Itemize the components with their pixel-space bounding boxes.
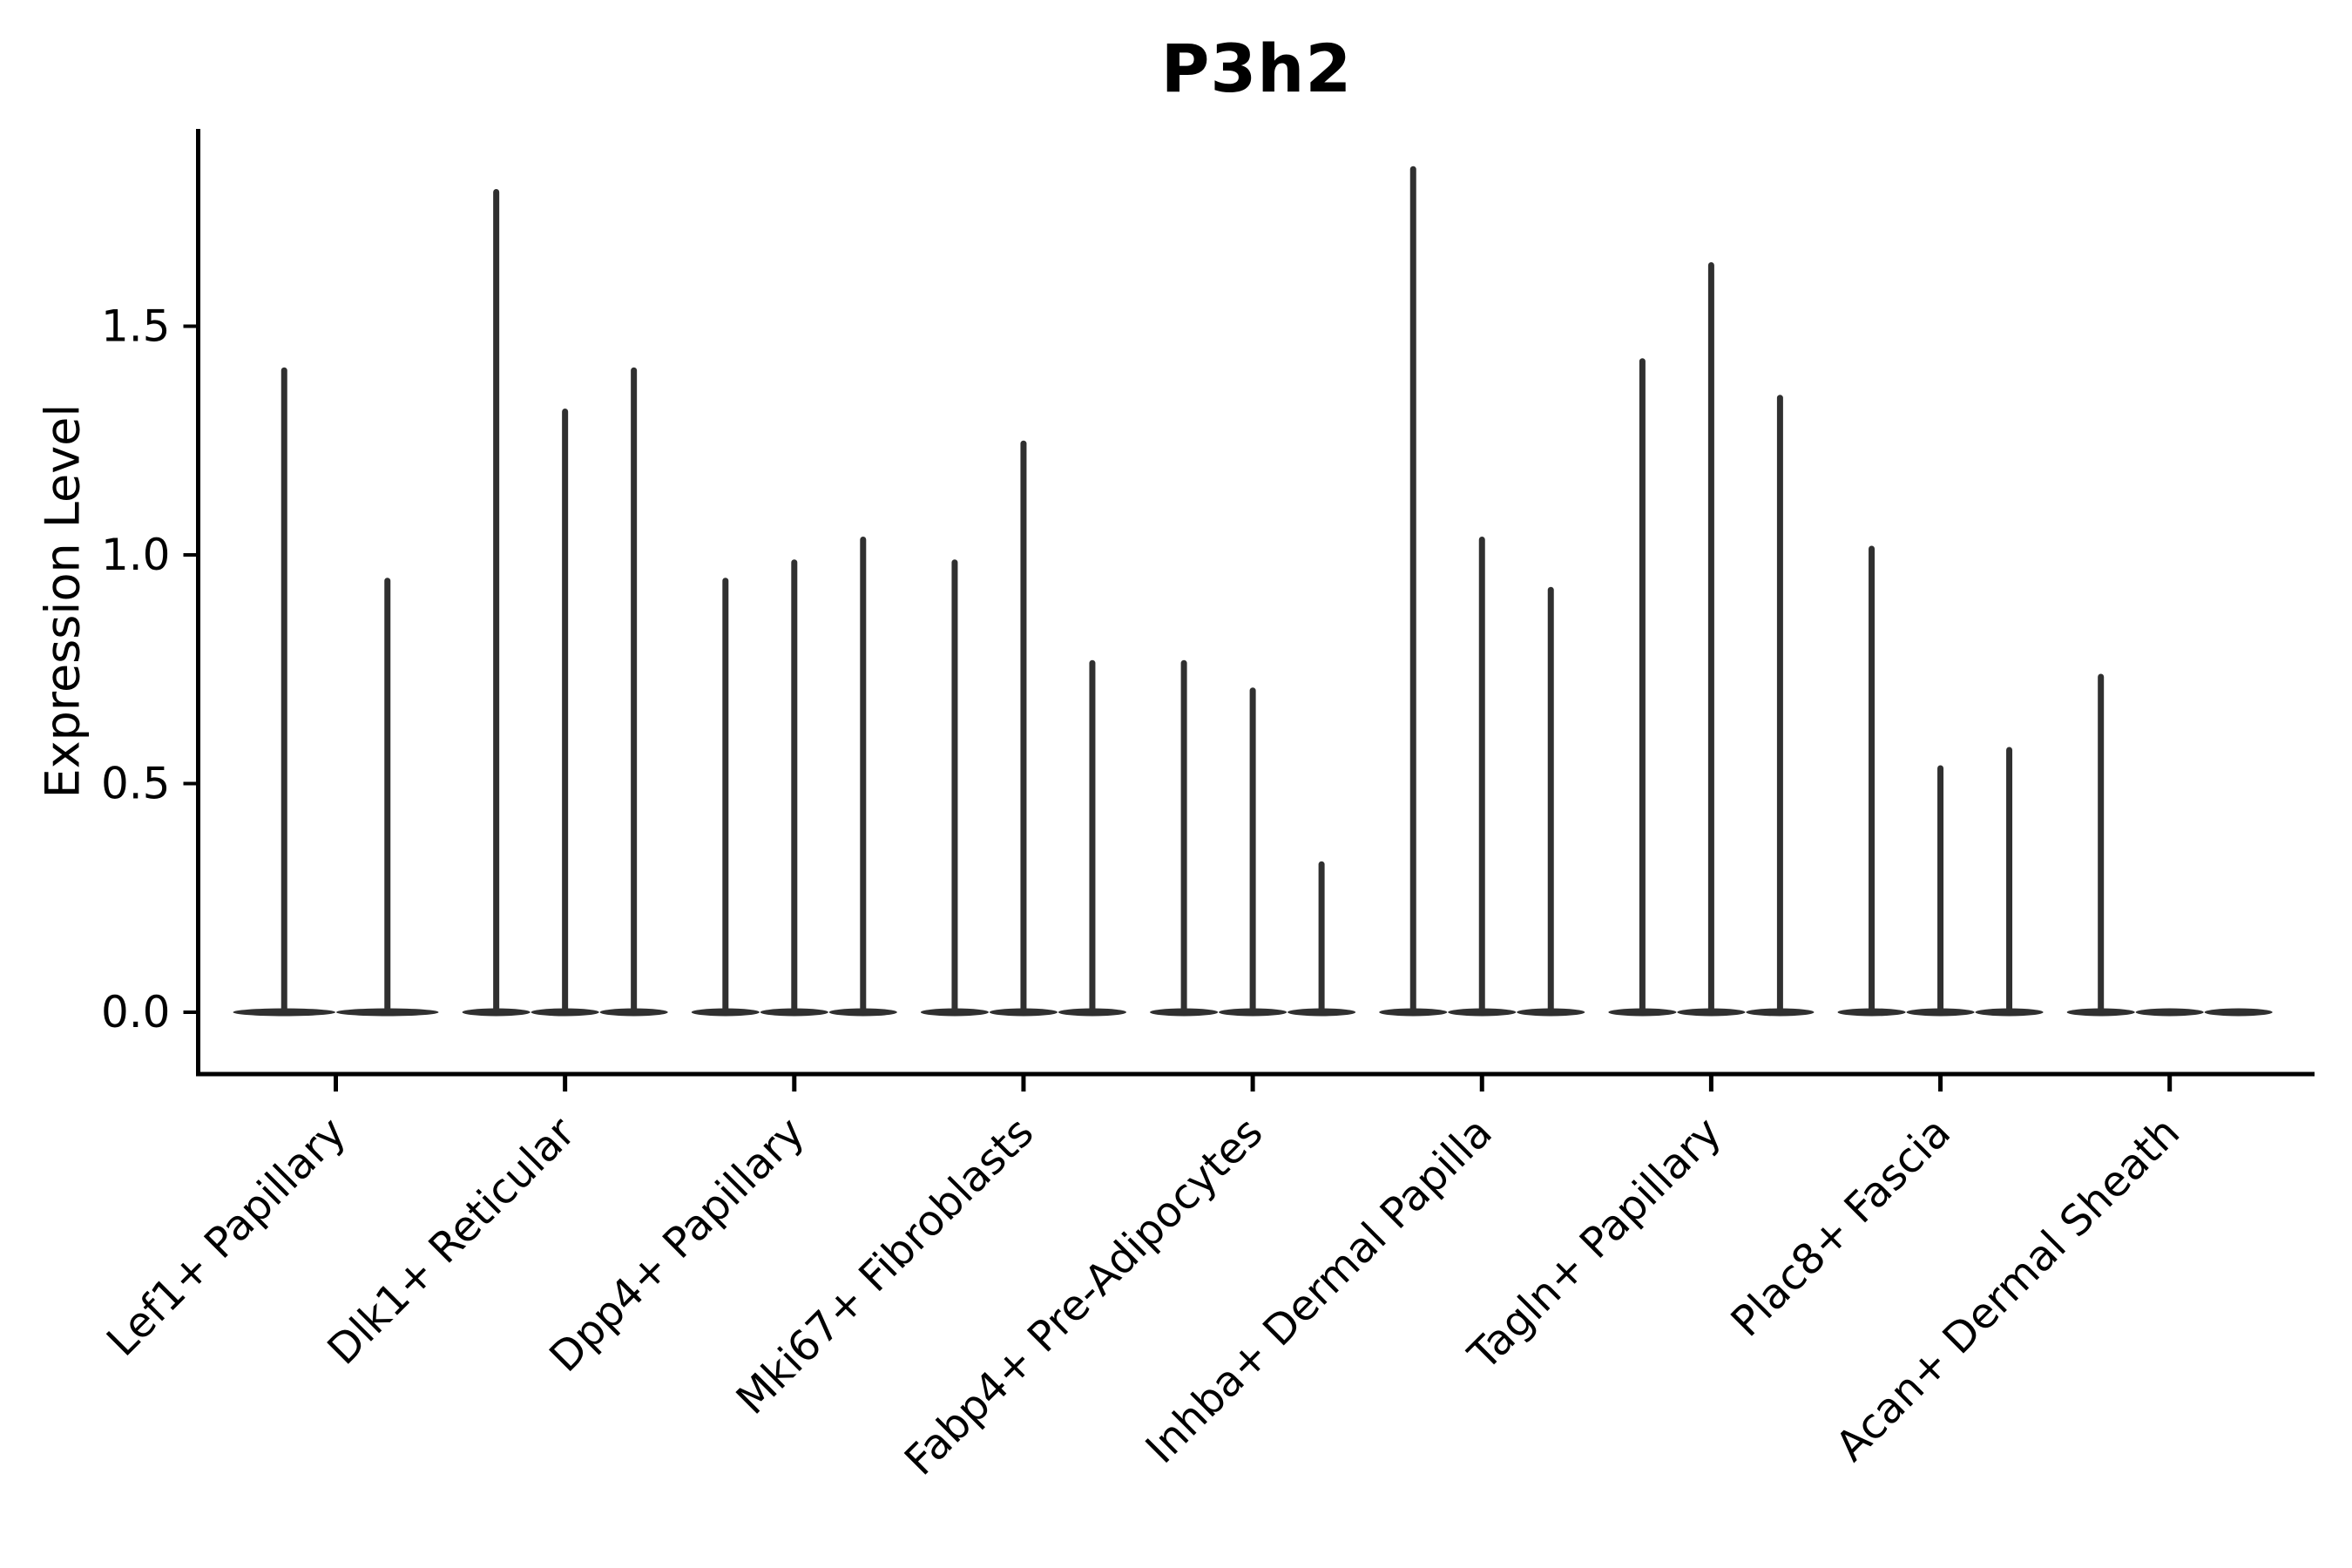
- y-tick-label: 0.0: [101, 987, 171, 1037]
- x-tick-label: Tagln+ Papillary: [1459, 1108, 1731, 1380]
- chart-title: P3h2: [1160, 30, 1353, 107]
- x-tick-label: Dlk1+ Reticular: [318, 1108, 585, 1375]
- x-tick-label: Dpp4+ Papillary: [540, 1108, 814, 1382]
- violin-base: [2135, 1008, 2204, 1017]
- y-tick-label: 1.0: [101, 530, 171, 580]
- violin-base: [2204, 1008, 2273, 1017]
- y-tick-label: 0.5: [101, 759, 171, 809]
- x-tick-label: Plac8+ Fascia: [1721, 1108, 1960, 1347]
- y-tick-label: 1.5: [101, 301, 171, 352]
- x-tick-label: Lef1+ Papillary: [98, 1108, 355, 1366]
